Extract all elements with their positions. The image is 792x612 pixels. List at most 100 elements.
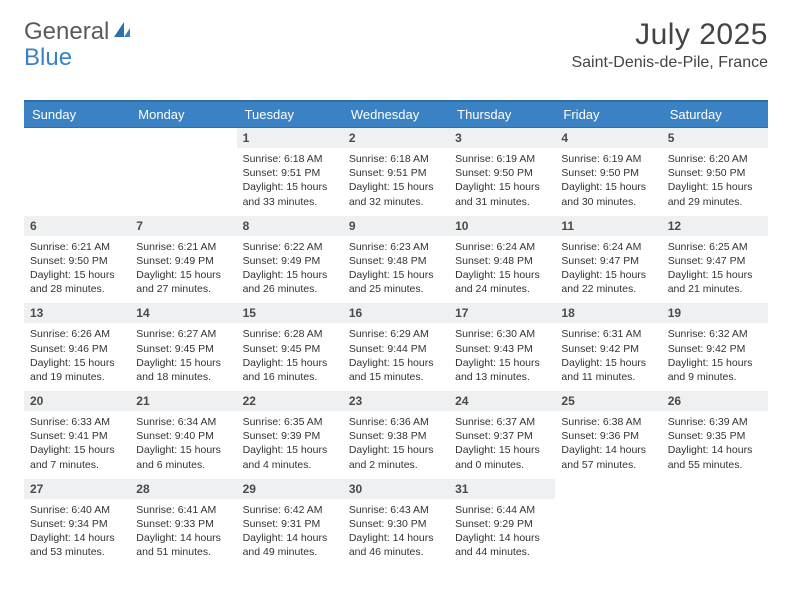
sunrise-line: Sunrise: 6:24 AM xyxy=(455,240,549,254)
day-number-cell: 6 xyxy=(24,215,130,236)
sunrise-line: Sunrise: 6:42 AM xyxy=(243,503,337,517)
day-number-cell: 16 xyxy=(343,303,449,324)
weekday-header: Thursday xyxy=(449,102,555,128)
daylight-line: Daylight: 15 hours and 4 minutes. xyxy=(243,443,337,471)
day-detail-cell: Sunrise: 6:44 AMSunset: 9:29 PMDaylight:… xyxy=(449,499,555,566)
day-detail-cell: Sunrise: 6:18 AMSunset: 9:51 PMDaylight:… xyxy=(343,149,449,216)
daylight-line: Daylight: 15 hours and 13 minutes. xyxy=(455,356,549,384)
day-detail-cell: Sunrise: 6:33 AMSunset: 9:41 PMDaylight:… xyxy=(24,412,130,479)
sunset-line: Sunset: 9:30 PM xyxy=(349,517,443,531)
day-detail-cell: Sunrise: 6:39 AMSunset: 9:35 PMDaylight:… xyxy=(662,412,768,479)
month-title: July 2025 xyxy=(571,18,768,52)
sunrise-line: Sunrise: 6:31 AM xyxy=(561,327,655,341)
sunset-line: Sunset: 9:42 PM xyxy=(668,342,762,356)
day-number-cell xyxy=(555,478,661,499)
week-daynum-row: 12345 xyxy=(24,128,768,149)
sunrise-line: Sunrise: 6:21 AM xyxy=(136,240,230,254)
sunrise-line: Sunrise: 6:26 AM xyxy=(30,327,124,341)
sunrise-line: Sunrise: 6:34 AM xyxy=(136,415,230,429)
day-number-cell: 30 xyxy=(343,478,449,499)
sunrise-line: Sunrise: 6:36 AM xyxy=(349,415,443,429)
daylight-line: Daylight: 15 hours and 9 minutes. xyxy=(668,356,762,384)
sunset-line: Sunset: 9:33 PM xyxy=(136,517,230,531)
weekday-header-row: SundayMondayTuesdayWednesdayThursdayFrid… xyxy=(24,102,768,128)
day-detail-cell: Sunrise: 6:38 AMSunset: 9:36 PMDaylight:… xyxy=(555,412,661,479)
day-detail-cell: Sunrise: 6:31 AMSunset: 9:42 PMDaylight:… xyxy=(555,324,661,391)
day-number-cell: 26 xyxy=(662,391,768,412)
sunrise-line: Sunrise: 6:29 AM xyxy=(349,327,443,341)
weekday-header: Wednesday xyxy=(343,102,449,128)
day-detail-cell: Sunrise: 6:37 AMSunset: 9:37 PMDaylight:… xyxy=(449,412,555,479)
day-detail-cell: Sunrise: 6:29 AMSunset: 9:44 PMDaylight:… xyxy=(343,324,449,391)
daylight-line: Daylight: 15 hours and 29 minutes. xyxy=(668,180,762,208)
day-number-cell: 28 xyxy=(130,478,236,499)
sunset-line: Sunset: 9:38 PM xyxy=(349,429,443,443)
sunset-line: Sunset: 9:51 PM xyxy=(243,166,337,180)
sunrise-line: Sunrise: 6:44 AM xyxy=(455,503,549,517)
day-detail-cell: Sunrise: 6:24 AMSunset: 9:48 PMDaylight:… xyxy=(449,236,555,303)
sunset-line: Sunset: 9:35 PM xyxy=(668,429,762,443)
sunrise-line: Sunrise: 6:41 AM xyxy=(136,503,230,517)
sunset-line: Sunset: 9:47 PM xyxy=(561,254,655,268)
day-number-cell: 22 xyxy=(237,391,343,412)
week-detail-row: Sunrise: 6:18 AMSunset: 9:51 PMDaylight:… xyxy=(24,149,768,216)
sunset-line: Sunset: 9:50 PM xyxy=(30,254,124,268)
daylight-line: Daylight: 15 hours and 24 minutes. xyxy=(455,268,549,296)
day-detail-cell: Sunrise: 6:21 AMSunset: 9:49 PMDaylight:… xyxy=(130,236,236,303)
day-number-cell: 11 xyxy=(555,215,661,236)
day-number-cell xyxy=(662,478,768,499)
day-number-cell: 14 xyxy=(130,303,236,324)
sunrise-line: Sunrise: 6:39 AM xyxy=(668,415,762,429)
weekday-header: Friday xyxy=(555,102,661,128)
day-detail-cell: Sunrise: 6:42 AMSunset: 9:31 PMDaylight:… xyxy=(237,499,343,566)
sunset-line: Sunset: 9:47 PM xyxy=(668,254,762,268)
daylight-line: Daylight: 14 hours and 46 minutes. xyxy=(349,531,443,559)
sunset-line: Sunset: 9:50 PM xyxy=(455,166,549,180)
sunset-line: Sunset: 9:44 PM xyxy=(349,342,443,356)
day-detail-cell: Sunrise: 6:41 AMSunset: 9:33 PMDaylight:… xyxy=(130,499,236,566)
day-detail-cell xyxy=(130,149,236,216)
daylight-line: Daylight: 15 hours and 27 minutes. xyxy=(136,268,230,296)
daylight-line: Daylight: 14 hours and 53 minutes. xyxy=(30,531,124,559)
daylight-line: Daylight: 15 hours and 18 minutes. xyxy=(136,356,230,384)
day-number-cell: 8 xyxy=(237,215,343,236)
day-number-cell: 1 xyxy=(237,128,343,149)
day-detail-cell: Sunrise: 6:19 AMSunset: 9:50 PMDaylight:… xyxy=(555,149,661,216)
day-detail-cell: Sunrise: 6:20 AMSunset: 9:50 PMDaylight:… xyxy=(662,149,768,216)
week-daynum-row: 13141516171819 xyxy=(24,303,768,324)
sunrise-line: Sunrise: 6:27 AM xyxy=(136,327,230,341)
weekday-header: Tuesday xyxy=(237,102,343,128)
sunset-line: Sunset: 9:34 PM xyxy=(30,517,124,531)
sunset-line: Sunset: 9:41 PM xyxy=(30,429,124,443)
daylight-line: Daylight: 15 hours and 25 minutes. xyxy=(349,268,443,296)
sunset-line: Sunset: 9:36 PM xyxy=(561,429,655,443)
calendar-container: SundayMondayTuesdayWednesdayThursdayFrid… xyxy=(24,100,768,566)
brand-sail-icon xyxy=(112,20,132,45)
day-number-cell: 3 xyxy=(449,128,555,149)
daylight-line: Daylight: 14 hours and 51 minutes. xyxy=(136,531,230,559)
day-number-cell: 15 xyxy=(237,303,343,324)
daylight-line: Daylight: 15 hours and 32 minutes. xyxy=(349,180,443,208)
day-detail-cell: Sunrise: 6:27 AMSunset: 9:45 PMDaylight:… xyxy=(130,324,236,391)
day-detail-cell: Sunrise: 6:36 AMSunset: 9:38 PMDaylight:… xyxy=(343,412,449,479)
weekday-header: Saturday xyxy=(662,102,768,128)
daylight-line: Daylight: 15 hours and 31 minutes. xyxy=(455,180,549,208)
day-detail-cell: Sunrise: 6:22 AMSunset: 9:49 PMDaylight:… xyxy=(237,236,343,303)
sunrise-line: Sunrise: 6:35 AM xyxy=(243,415,337,429)
week-detail-row: Sunrise: 6:40 AMSunset: 9:34 PMDaylight:… xyxy=(24,499,768,566)
daylight-line: Daylight: 14 hours and 55 minutes. xyxy=(668,443,762,471)
sunrise-line: Sunrise: 6:28 AM xyxy=(243,327,337,341)
sunset-line: Sunset: 9:37 PM xyxy=(455,429,549,443)
day-number-cell xyxy=(24,128,130,149)
day-number-cell: 21 xyxy=(130,391,236,412)
weekday-header: Sunday xyxy=(24,102,130,128)
day-number-cell: 29 xyxy=(237,478,343,499)
day-number-cell: 10 xyxy=(449,215,555,236)
week-daynum-row: 2728293031 xyxy=(24,478,768,499)
calendar-page: General July 2025 Saint-Denis-de-Pile, F… xyxy=(0,0,792,578)
day-number-cell: 4 xyxy=(555,128,661,149)
sunrise-line: Sunrise: 6:33 AM xyxy=(30,415,124,429)
week-daynum-row: 20212223242526 xyxy=(24,391,768,412)
day-detail-cell: Sunrise: 6:43 AMSunset: 9:30 PMDaylight:… xyxy=(343,499,449,566)
day-detail-cell: Sunrise: 6:32 AMSunset: 9:42 PMDaylight:… xyxy=(662,324,768,391)
